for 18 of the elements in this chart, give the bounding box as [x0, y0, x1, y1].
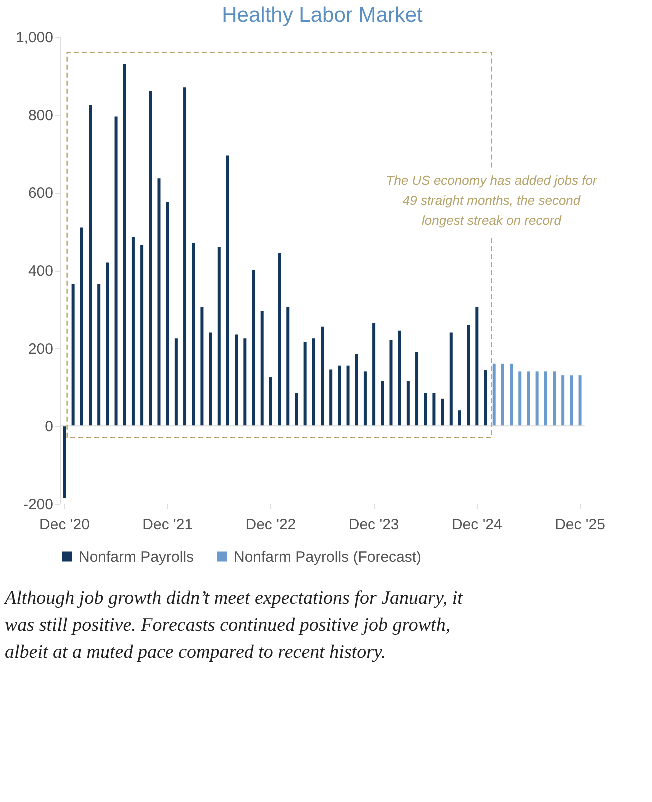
x-tick-label: Dec '25	[555, 516, 606, 534]
y-tick-label: 0	[45, 418, 54, 436]
text: Although job growth didn’t meet expectations for January, it was still positive. Forecasts continued positive job growth, albeit at a muted pace compared to recent history.	[3, 588, 464, 663]
x-tick-label: Dec '24	[452, 516, 502, 534]
annotation: The US economy has added jobs for 49 straight months, the second longest streak on record	[386, 172, 598, 228]
legend-label: Nonfarm Payrolls (Forecast)	[234, 548, 422, 566]
x-tick-label: Dec '23	[348, 516, 400, 534]
y-tick-label: 600	[28, 185, 54, 202]
y-tick-label: -200	[23, 496, 54, 514]
y-tick-label: 1,000	[16, 30, 54, 46]
y-tick-label: 400	[28, 263, 54, 280]
y-tick-label: 800	[28, 107, 54, 124]
legend-label: Nonfarm Payrolls	[79, 548, 194, 566]
x-tick-label: Dec '21	[142, 516, 194, 534]
y-tick-label: 200	[28, 340, 54, 358]
chart-title: Healthy Labor Market	[222, 4, 424, 27]
x-tick-label: Dec '22	[246, 516, 296, 534]
x-tick-label: Dec '20	[40, 516, 90, 534]
